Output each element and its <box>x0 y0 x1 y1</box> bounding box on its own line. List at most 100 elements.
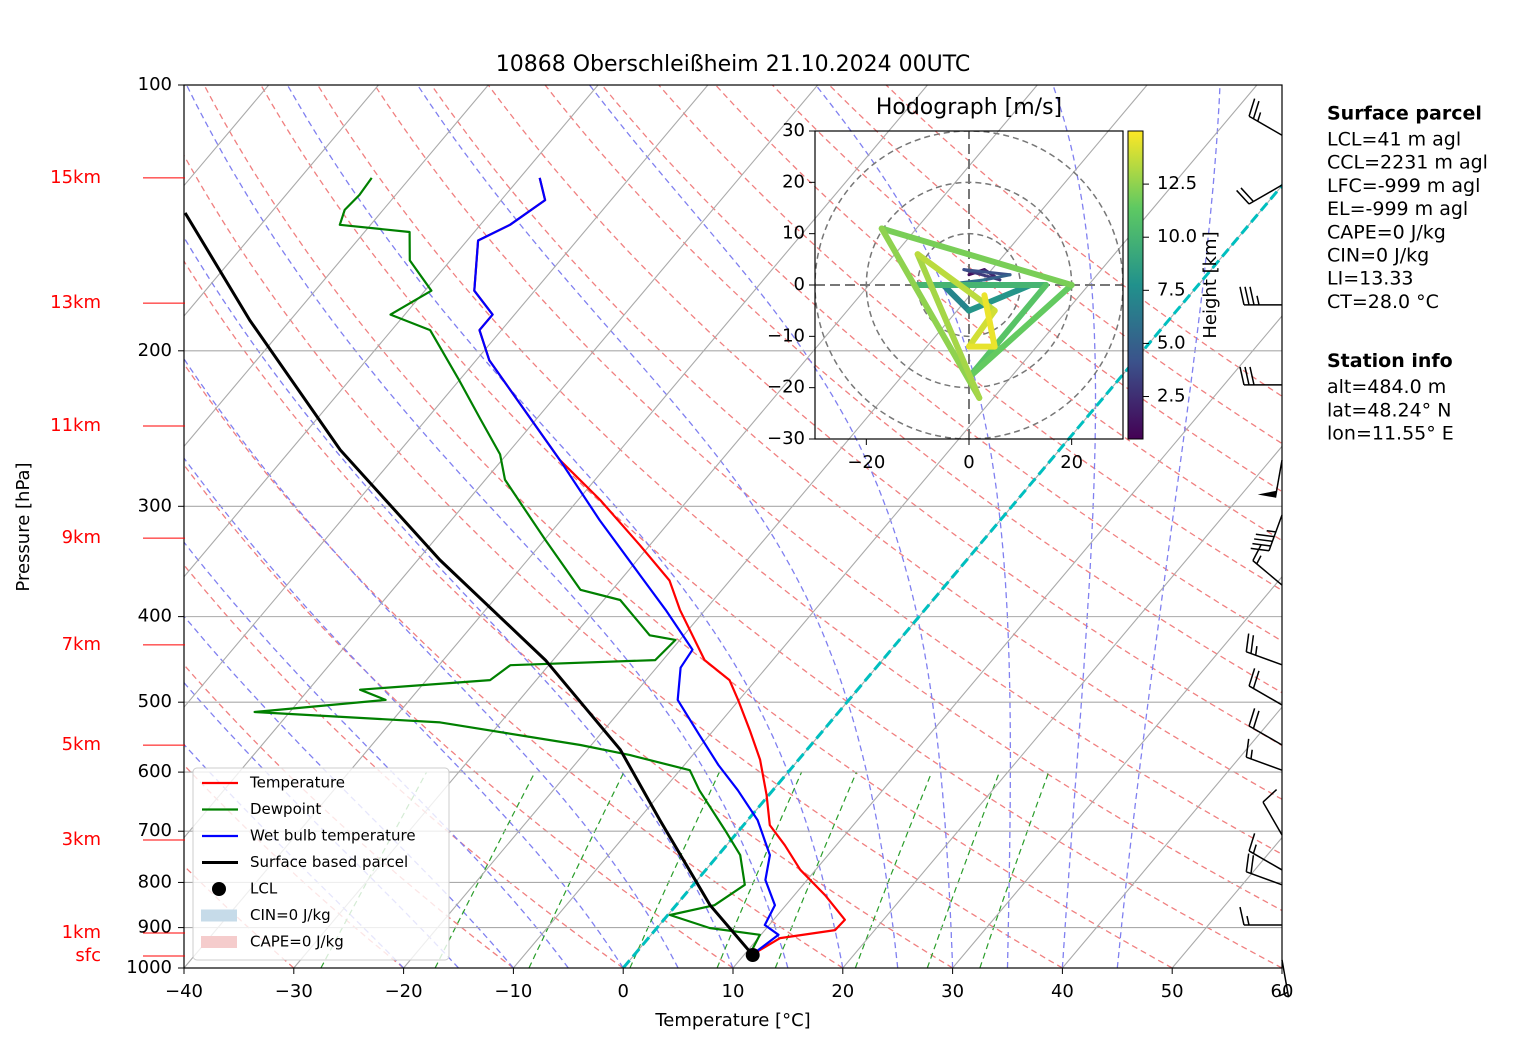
legend-label: CAPE=0 J/kg <box>250 933 344 951</box>
wind-barb <box>1239 906 1282 926</box>
hodo-segment <box>966 282 1034 314</box>
moist-adiabat <box>416 85 899 968</box>
colorbar-tick-label: 12.5 <box>1157 173 1197 194</box>
hodo-x-tick-label: 0 <box>963 452 974 473</box>
wind-barb <box>1245 853 1283 886</box>
x-tick-label: −20 <box>385 981 423 1002</box>
hodo-segment <box>966 282 1075 381</box>
barb-staff <box>1246 651 1283 666</box>
barb-half <box>1256 295 1260 305</box>
panel-title: Surface parcel <box>1327 103 1482 125</box>
mixing-ratio-line <box>434 771 536 968</box>
moist-adiabat <box>184 236 734 968</box>
barb-staff <box>1262 801 1283 836</box>
moist-adiabat <box>184 357 679 968</box>
hodo-plot <box>815 131 1123 439</box>
dry-adiabat <box>260 85 1282 968</box>
hodo-segment <box>914 251 983 401</box>
hodo-segment <box>962 268 1012 277</box>
isotherm <box>403 85 1148 968</box>
y-tick-label: 300 <box>138 495 172 516</box>
height-label: 7km <box>62 634 101 655</box>
moist-adiabat <box>1052 85 1097 968</box>
moist-adiabat <box>186 85 789 968</box>
panel-line: alt=484.0 m <box>1327 376 1446 398</box>
barb-full <box>1248 833 1256 852</box>
x-axis-label: Temperature [°C] <box>654 1010 810 1031</box>
wind-barb <box>1245 738 1283 771</box>
moist-adiabat <box>184 541 569 968</box>
colorbar-tick-label: 7.5 <box>1157 279 1186 300</box>
panel-line: CIN=0 J/kg <box>1327 245 1429 267</box>
barb-full <box>1250 855 1255 874</box>
barb-staff <box>1268 514 1283 551</box>
dry-adiabat <box>317 85 1282 912</box>
barb-full <box>1248 668 1256 687</box>
legend-label: CIN=0 J/kg <box>250 906 331 924</box>
barb-half <box>1250 749 1253 759</box>
barb-full <box>1239 366 1245 386</box>
barb-half <box>1257 112 1262 122</box>
barb-flag <box>1257 490 1277 498</box>
moist-adiabat <box>184 615 514 968</box>
dry-adiabat <box>184 564 624 968</box>
legend-swatch <box>201 909 237 922</box>
isotherm <box>184 85 379 317</box>
hodo-segment <box>878 225 983 401</box>
barb-full <box>1244 366 1250 386</box>
height-label: 3km <box>62 829 101 850</box>
y-tick-label: 500 <box>138 691 172 712</box>
mixing-ratio-line <box>979 771 1050 968</box>
profiles <box>184 177 846 956</box>
barb-half <box>1278 991 1289 997</box>
background-lines <box>184 85 1282 968</box>
y-tick-label: 1000 <box>126 957 172 978</box>
panel-line: EL=-999 m agl <box>1327 198 1468 220</box>
colorbar-tick-label: 10.0 <box>1157 226 1197 247</box>
panel-line: lon=11.55° E <box>1327 423 1454 445</box>
dry-adiabat <box>184 463 734 968</box>
hodo-segment <box>982 273 1012 282</box>
barb-full <box>1252 670 1260 689</box>
moist-adiabat <box>1116 85 1221 968</box>
isotherm <box>184 85 599 578</box>
height-label: 11km <box>50 415 101 436</box>
barb-full <box>1250 635 1255 654</box>
colorbar-tick-label: 5.0 <box>1157 332 1186 353</box>
hodo-y-tick-label: −30 <box>767 428 805 449</box>
barb-staff <box>1248 685 1283 706</box>
height-label: 1km <box>62 922 101 943</box>
height-label: 5km <box>62 734 101 755</box>
barb-full <box>1252 100 1260 119</box>
height-label: 9km <box>62 527 101 548</box>
height-label: 15km <box>50 167 101 188</box>
colorbar-label: Height [km] <box>1200 231 1221 338</box>
x-tick-label: −10 <box>494 981 532 1002</box>
barb-full <box>1255 533 1275 538</box>
barb-staff <box>1252 560 1283 586</box>
y-tick-label: 600 <box>138 761 172 782</box>
dry-adiabat <box>828 85 1282 445</box>
hodo-title: Hodograph [m/s] <box>876 95 1062 120</box>
hodo-x-tick-label: 20 <box>1060 452 1083 473</box>
dry-adiabat <box>601 85 1282 642</box>
x-tick-label: 50 <box>1161 981 1184 1002</box>
height-label: 13km <box>50 292 101 313</box>
dry-adiabat <box>184 362 844 968</box>
barb-full <box>1254 538 1273 543</box>
x-tick-label: 10 <box>722 981 745 1002</box>
barb-full <box>1250 547 1270 552</box>
dry-adiabat <box>430 85 1282 800</box>
isotherm <box>732 315 1282 968</box>
isotherm <box>952 575 1282 968</box>
wind-barb <box>1278 959 1290 998</box>
hodograph: Hodograph [m/s] −20 0 20 −30 −20 −10 0 10 20 30 2.5… <box>767 95 1221 473</box>
panel-line: CAPE=0 J/kg <box>1327 221 1446 243</box>
mixing-ratio-line <box>926 771 1000 968</box>
wind-barb <box>1248 833 1283 871</box>
moist-adiabat <box>588 85 954 968</box>
isotherm <box>184 85 489 448</box>
dry-adiabat <box>203 85 1173 968</box>
